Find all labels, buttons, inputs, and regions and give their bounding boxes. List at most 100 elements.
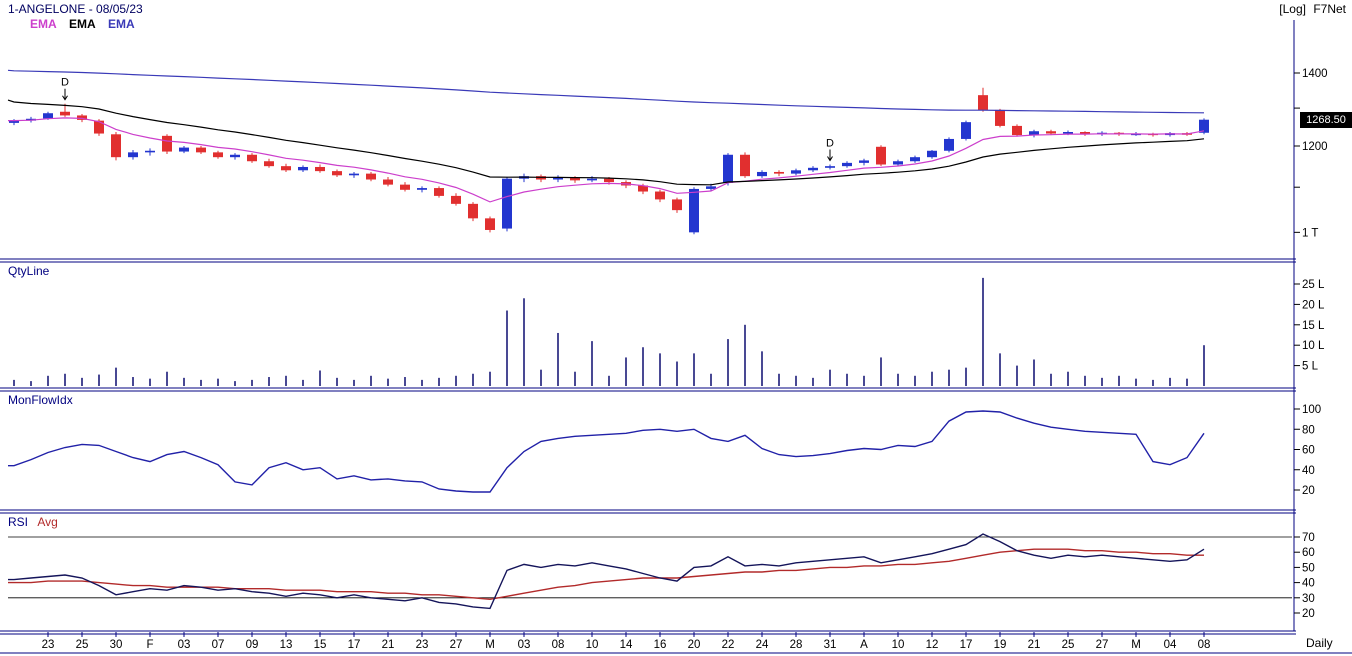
- candle-up: [9, 120, 19, 123]
- candle-down: [570, 177, 580, 181]
- candle-up: [553, 177, 563, 180]
- candle-up: [791, 170, 801, 174]
- svg-text:5 L: 5 L: [1302, 361, 1319, 373]
- date-label: 15: [314, 639, 327, 651]
- candle-up: [1199, 119, 1209, 133]
- candle-up: [128, 152, 138, 158]
- candle-down: [332, 171, 342, 176]
- svg-text:25 L: 25 L: [1302, 279, 1325, 291]
- date-label: 17: [960, 639, 973, 651]
- candle-down: [672, 199, 682, 211]
- date-label: 04: [1164, 639, 1177, 651]
- candle-up: [349, 173, 359, 176]
- svg-text:50: 50: [1302, 562, 1315, 574]
- svg-text:10 L: 10 L: [1302, 340, 1325, 352]
- candle-up: [689, 188, 699, 233]
- candle-down: [366, 173, 376, 180]
- date-label: M: [1131, 639, 1141, 651]
- candle-up: [587, 178, 597, 181]
- candle-up: [961, 122, 971, 139]
- candle-down: [162, 135, 172, 152]
- svg-text:40: 40: [1302, 578, 1315, 590]
- svg-text:1200: 1200: [1302, 141, 1328, 153]
- legend-ema-slow: EMA: [108, 17, 135, 31]
- candle-down: [315, 166, 325, 172]
- value-axes: 1400 1200 1 T 25 L 20 L 15 L 10 L 5 L 100 80 60 40 2…: [1294, 68, 1328, 620]
- date-label: 22: [722, 639, 735, 651]
- rsi-pane-label: RSI Avg: [8, 515, 58, 529]
- log-scale-tag: [Log]: [1279, 2, 1306, 16]
- candle-down: [451, 195, 461, 204]
- event-label: D: [61, 77, 69, 89]
- candle-up: [808, 167, 818, 171]
- date-label: 31: [824, 639, 837, 651]
- brand-label: F7Net: [1313, 2, 1346, 16]
- date-label: 10: [892, 639, 905, 651]
- date-label: 12: [926, 639, 939, 651]
- svg-text:60: 60: [1302, 547, 1315, 559]
- candle-down: [1046, 131, 1056, 134]
- candle-up: [179, 147, 189, 152]
- svg-text:20 L: 20 L: [1302, 299, 1325, 311]
- timeframe-label: Daily: [1306, 636, 1333, 650]
- legend-ema-mid: EMA: [69, 17, 96, 31]
- candle-down: [740, 154, 750, 177]
- legend-ema-fast: EMA: [30, 17, 57, 31]
- candle-down: [485, 218, 495, 230]
- date-label: 13: [280, 639, 293, 651]
- candle-up: [757, 171, 767, 177]
- date-label: 25: [76, 639, 89, 651]
- date-label: 28: [790, 639, 803, 651]
- svg-text:30: 30: [1302, 593, 1315, 605]
- candle-up: [842, 162, 852, 167]
- svg-text:80: 80: [1302, 424, 1315, 436]
- date-label: 27: [450, 639, 463, 651]
- ema-line: [7, 99, 1205, 186]
- date-label: 24: [756, 639, 769, 651]
- date-label: 30: [110, 639, 123, 651]
- panel-frame: [0, 20, 1352, 654]
- svg-text:100: 100: [1302, 404, 1321, 416]
- date-label: 17: [348, 639, 361, 651]
- symbol-title: 1-ANGELONE - 08/05/23: [8, 2, 143, 16]
- candle-up: [417, 188, 427, 190]
- candle-down: [94, 120, 104, 134]
- date-label: 20: [688, 639, 701, 651]
- date-label: 14: [620, 639, 633, 651]
- svg-text:20: 20: [1302, 608, 1315, 620]
- candle-up: [230, 154, 240, 158]
- date-label: 03: [178, 639, 191, 651]
- candle-up: [706, 186, 716, 189]
- candle-up: [927, 150, 937, 158]
- svg-text:20: 20: [1302, 485, 1315, 497]
- date-label: 16: [654, 639, 667, 651]
- date-label: 21: [1028, 639, 1041, 651]
- rsi-avg-label: Avg: [37, 515, 58, 529]
- candle-up: [825, 166, 835, 168]
- candle-down: [400, 184, 410, 190]
- date-label: 07: [212, 639, 225, 651]
- candle-down: [995, 109, 1005, 126]
- last-price-badge: 1268.50: [1300, 112, 1352, 128]
- candle-down: [1080, 132, 1090, 135]
- rsi-label: RSI: [8, 515, 29, 529]
- svg-text:60: 60: [1302, 445, 1315, 457]
- volume-bars: [13, 277, 1205, 386]
- candle-up: [145, 150, 155, 153]
- date-label: 25: [1062, 639, 1075, 651]
- candle-down: [247, 154, 257, 162]
- scale-indicator: [Log] F7Net: [1275, 2, 1346, 16]
- candle-down: [434, 188, 444, 196]
- candle-up: [723, 154, 733, 183]
- indicator-legend: EMA EMA EMA: [30, 17, 144, 31]
- ema-line: [7, 69, 1205, 114]
- svg-text:40: 40: [1302, 465, 1315, 477]
- candle-up: [910, 157, 920, 162]
- event-label: D: [826, 138, 834, 150]
- candle-down: [383, 179, 393, 185]
- candle-down: [264, 161, 274, 167]
- candle-up: [298, 166, 308, 171]
- date-label: 08: [552, 639, 565, 651]
